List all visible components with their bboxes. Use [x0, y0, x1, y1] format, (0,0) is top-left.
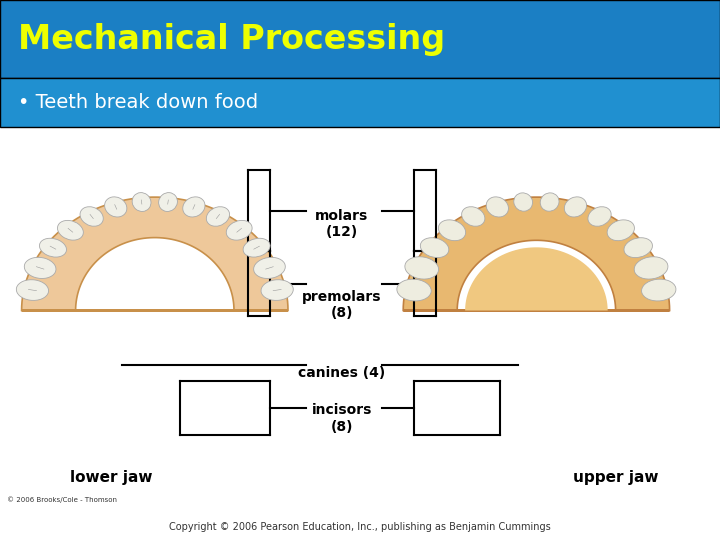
FancyBboxPatch shape: [0, 0, 720, 78]
Text: canines (4): canines (4): [298, 366, 386, 380]
Ellipse shape: [486, 197, 508, 217]
Ellipse shape: [58, 220, 84, 240]
Ellipse shape: [405, 256, 438, 279]
Ellipse shape: [253, 258, 285, 279]
Ellipse shape: [24, 258, 56, 279]
Text: Mechanical Processing: Mechanical Processing: [18, 23, 445, 56]
Ellipse shape: [183, 197, 205, 217]
Text: molars
(12): molars (12): [315, 209, 369, 239]
Ellipse shape: [261, 280, 293, 300]
Ellipse shape: [226, 220, 252, 240]
Ellipse shape: [642, 279, 676, 301]
Ellipse shape: [588, 207, 611, 226]
Ellipse shape: [514, 193, 533, 211]
Ellipse shape: [438, 220, 466, 241]
Ellipse shape: [462, 207, 485, 226]
Ellipse shape: [132, 193, 151, 212]
Text: premolars
(8): premolars (8): [302, 290, 382, 320]
Text: • Teeth break down food: • Teeth break down food: [18, 93, 258, 112]
Ellipse shape: [80, 207, 103, 226]
Polygon shape: [465, 247, 608, 310]
Ellipse shape: [158, 193, 177, 212]
Text: incisors
(8): incisors (8): [312, 403, 372, 434]
Ellipse shape: [634, 256, 668, 279]
Ellipse shape: [607, 220, 634, 241]
Text: upper jaw: upper jaw: [573, 470, 658, 485]
Text: © 2006 Brooks/Cole - Thomson: © 2006 Brooks/Cole - Thomson: [7, 496, 117, 503]
Ellipse shape: [104, 197, 127, 217]
Polygon shape: [22, 197, 288, 310]
Ellipse shape: [624, 238, 652, 258]
Ellipse shape: [40, 238, 66, 257]
Text: Copyright © 2006 Pearson Education, Inc., publishing as Benjamin Cummings: Copyright © 2006 Pearson Education, Inc.…: [169, 522, 551, 531]
Ellipse shape: [207, 207, 230, 226]
Ellipse shape: [397, 279, 431, 301]
Polygon shape: [403, 197, 670, 310]
Ellipse shape: [17, 280, 48, 300]
Ellipse shape: [540, 193, 559, 211]
Ellipse shape: [420, 238, 449, 258]
Text: lower jaw: lower jaw: [71, 470, 153, 485]
FancyBboxPatch shape: [0, 78, 720, 127]
Ellipse shape: [564, 197, 587, 217]
Ellipse shape: [243, 238, 270, 257]
